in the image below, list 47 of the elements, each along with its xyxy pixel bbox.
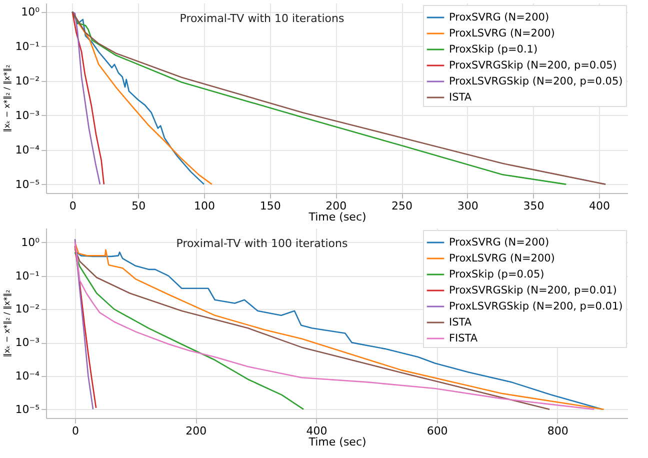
y-tick-label: 10⁰ (21, 236, 40, 249)
legend-label: ProxSkip (p=0.05) (449, 268, 544, 280)
x-tick-label: 600 (426, 424, 448, 438)
legend-label: ProxLSVRG (N=200) (449, 28, 555, 40)
line-series (74, 252, 304, 410)
text: Proximal-TV with 10 iterations (180, 12, 344, 25)
legend-label: ProxSVRG (N=200) (449, 236, 550, 248)
x-tick-label: 50 (132, 200, 146, 212)
x-tick-label: 250 (392, 200, 413, 212)
y-tick-label: 10⁻² (15, 302, 40, 316)
y-tick-label: 10⁻⁴ (15, 369, 40, 382)
x-tick-label: 200 (186, 424, 207, 438)
legend-label: ProxLSVRGSkip (N=200, p=0.01) (449, 300, 623, 312)
x-axis-title: Time (sec) (308, 210, 366, 224)
legend-label: ProxSVRGSkip (N=200, p=0.01) (449, 284, 617, 296)
x-tick-label: 800 (547, 424, 568, 438)
y-tick-label: 10⁻¹ (15, 40, 40, 53)
line-series (74, 238, 94, 410)
x-tick-label: 200 (326, 200, 347, 212)
legend-label: ProxSVRG (N=200) (449, 12, 550, 24)
x-tick-label: 350 (523, 200, 544, 212)
x-tick-label: 400 (589, 200, 610, 212)
x-axis-title: Time (sec) (308, 436, 366, 448)
x-tick-label: 150 (260, 200, 281, 212)
y-tick-label: 10⁰ (21, 5, 40, 18)
x-tick-label: 100 (194, 200, 216, 212)
y-tick-label: 10⁻⁴ (15, 143, 40, 156)
x-tick-label: 0 (72, 424, 79, 438)
x-tick-label: 300 (457, 200, 478, 212)
y-axis-title: ‖xₖ − x*‖₂ / ‖x*‖₂ (2, 290, 12, 358)
y-tick-label: 10⁻⁵ (15, 178, 40, 191)
y-tick-label: 10⁻³ (15, 336, 40, 350)
legend-label: ISTA (449, 316, 472, 328)
legend-label: ProxLSVRGSkip (N=200, p=0.05) (449, 76, 623, 88)
legend-label: FISTA (449, 332, 478, 344)
y-tick-label: 10⁻² (15, 74, 40, 88)
y-axis-title: ‖xₖ − x*‖₂ / ‖x*‖₂ (2, 64, 12, 132)
legend-label: ISTA (449, 92, 472, 104)
y-tick-label: 10⁻⁵ (15, 402, 40, 416)
legend-label: ProxSkip (p=0.1) (449, 44, 538, 56)
y-tick-label: 10⁻¹ (15, 269, 40, 282)
legend-label: ProxSVRGSkip (N=200, p=0.05) (449, 60, 617, 72)
legend-label: ProxLSVRG (N=200) (449, 252, 555, 264)
y-tick-label: 10⁻³ (15, 108, 40, 122)
text: Proximal-TV with 100 iterations (176, 237, 348, 250)
x-tick-label: 0 (69, 200, 76, 212)
x-tick-label: 400 (306, 424, 328, 438)
